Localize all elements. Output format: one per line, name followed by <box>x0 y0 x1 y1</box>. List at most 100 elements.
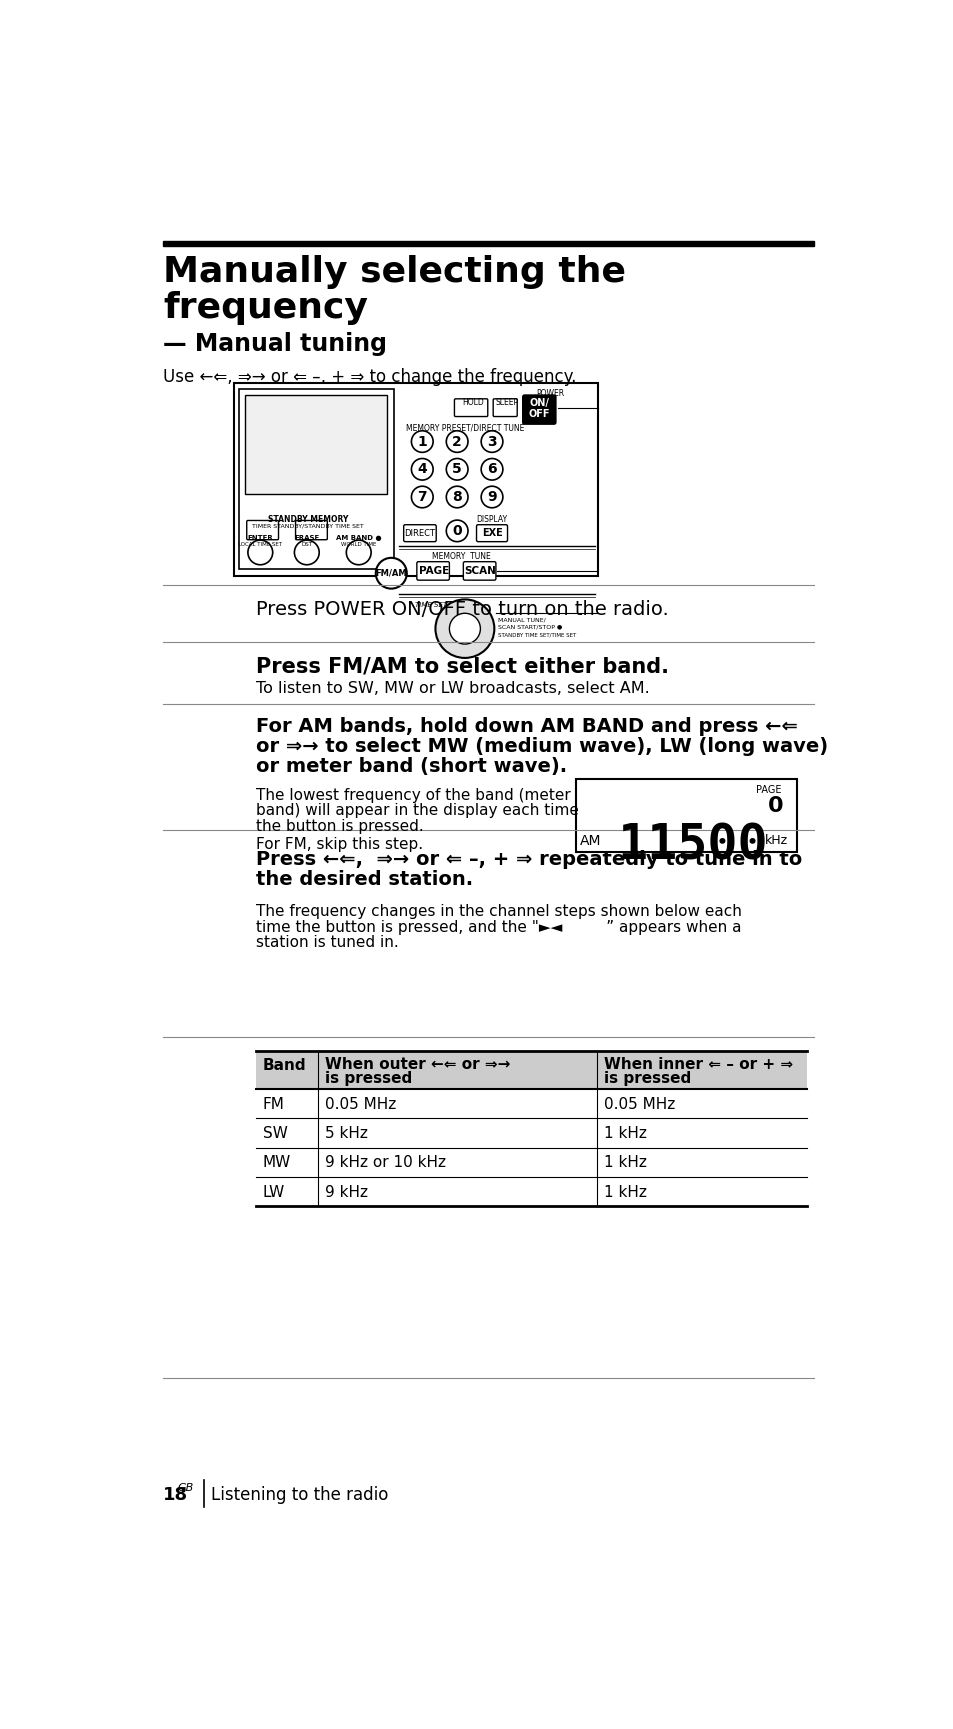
Text: 1 kHz: 1 kHz <box>603 1155 646 1171</box>
Text: 0: 0 <box>452 524 461 538</box>
Text: PAGE: PAGE <box>418 565 449 576</box>
Text: band) will appear in the display each time: band) will appear in the display each ti… <box>256 804 578 818</box>
Text: To listen to SW, MW or LW broadcasts, select AM.: To listen to SW, MW or LW broadcasts, se… <box>256 681 650 697</box>
Text: 0.05 MHz: 0.05 MHz <box>603 1096 674 1112</box>
Text: WORLD TIME: WORLD TIME <box>340 541 376 546</box>
Bar <box>233 384 598 576</box>
Text: — Manual tuning: — Manual tuning <box>163 332 387 356</box>
Text: TIMER STANDBY/STANDBY TIME SET: TIMER STANDBY/STANDBY TIME SET <box>253 524 364 529</box>
Text: 9 kHz or 10 kHz: 9 kHz or 10 kHz <box>324 1155 445 1171</box>
Text: 1: 1 <box>417 434 427 448</box>
Text: SCAN: SCAN <box>464 565 496 576</box>
Text: MEMORY PRESET/DIRECT TUNE: MEMORY PRESET/DIRECT TUNE <box>405 424 523 432</box>
Circle shape <box>411 431 433 453</box>
Circle shape <box>248 539 273 565</box>
Text: The lowest frequency of the band (meter: The lowest frequency of the band (meter <box>256 788 571 802</box>
Text: 2: 2 <box>452 434 461 448</box>
Text: 18: 18 <box>163 1485 189 1504</box>
FancyBboxPatch shape <box>522 396 555 424</box>
Text: Band: Band <box>262 1058 306 1074</box>
Text: time the button is pressed, and the "►◄         ” appears when a: time the button is pressed, and the "►◄ … <box>256 920 741 935</box>
Bar <box>238 389 394 569</box>
Text: TIME SET: TIME SET <box>415 602 446 607</box>
Text: 11500: 11500 <box>617 821 767 870</box>
FancyBboxPatch shape <box>416 562 449 581</box>
Bar <box>576 778 797 852</box>
Text: When outer ←⇐ or ⇒→: When outer ←⇐ or ⇒→ <box>324 1056 510 1072</box>
FancyBboxPatch shape <box>403 524 436 541</box>
Text: 6: 6 <box>487 462 497 475</box>
Text: SCAN START/STOP ●: SCAN START/STOP ● <box>497 624 562 629</box>
Circle shape <box>446 486 468 508</box>
Text: 7: 7 <box>417 489 427 503</box>
Circle shape <box>480 486 502 508</box>
Circle shape <box>480 431 502 453</box>
Text: DISPLAY: DISPLAY <box>476 515 507 524</box>
Text: 5 kHz: 5 kHz <box>324 1126 367 1141</box>
Circle shape <box>411 486 433 508</box>
Text: 1 kHz: 1 kHz <box>603 1184 646 1200</box>
Text: 9: 9 <box>487 489 497 503</box>
Text: station is tuned in.: station is tuned in. <box>256 935 398 951</box>
Text: Press POWER ON/OFF to turn on the radio.: Press POWER ON/OFF to turn on the radio. <box>256 600 668 619</box>
Text: Manually selecting the: Manually selecting the <box>163 256 626 289</box>
Bar <box>245 396 387 494</box>
Bar <box>163 242 814 246</box>
Text: Press FM/AM to select either band.: Press FM/AM to select either band. <box>256 657 669 676</box>
Circle shape <box>411 458 433 481</box>
Circle shape <box>446 520 468 541</box>
Text: POWER: POWER <box>536 389 563 398</box>
Text: HOLD: HOLD <box>461 398 483 408</box>
Text: frequency: frequency <box>163 290 368 325</box>
Text: MW: MW <box>262 1155 291 1171</box>
Text: Press ←⇐,  ⇒→ or ⇐ –, + ⇒ repeatedly to tune in to: Press ←⇐, ⇒→ or ⇐ –, + ⇒ repeatedly to t… <box>256 851 801 870</box>
Text: PAGE: PAGE <box>756 785 781 795</box>
FancyBboxPatch shape <box>295 520 327 539</box>
Text: the button is pressed.: the button is pressed. <box>256 820 424 833</box>
Circle shape <box>449 614 480 645</box>
Text: MEMORY  TUNE: MEMORY TUNE <box>431 553 490 562</box>
Text: For FM, skip this step.: For FM, skip this step. <box>256 837 423 852</box>
Text: DST: DST <box>301 541 312 546</box>
Text: Use ←⇐, ⇒→ or ⇐ –, + ⇒ to change the frequency.: Use ←⇐, ⇒→ or ⇐ –, + ⇒ to change the fre… <box>163 368 577 386</box>
Text: MANUAL TUNE/: MANUAL TUNE/ <box>497 617 545 622</box>
Bar <box>256 1051 806 1089</box>
Text: AM BAND ●: AM BAND ● <box>335 534 381 541</box>
FancyBboxPatch shape <box>463 562 496 581</box>
Circle shape <box>375 558 406 588</box>
Circle shape <box>435 600 494 659</box>
Text: The frequency changes in the channel steps shown below each: The frequency changes in the channel ste… <box>256 904 741 920</box>
Text: FM: FM <box>262 1096 284 1112</box>
Text: 5: 5 <box>452 462 461 475</box>
Text: FM/AM: FM/AM <box>375 569 407 577</box>
Text: EXE: EXE <box>481 527 502 538</box>
Text: 9 kHz: 9 kHz <box>324 1184 367 1200</box>
Circle shape <box>446 431 468 453</box>
Text: or meter band (short wave).: or meter band (short wave). <box>256 757 567 776</box>
Text: 3: 3 <box>487 434 497 448</box>
Text: 4: 4 <box>417 462 427 475</box>
Text: is pressed: is pressed <box>324 1070 412 1086</box>
Text: For AM bands, hold down AM BAND and press ←⇐: For AM bands, hold down AM BAND and pres… <box>256 718 798 737</box>
Circle shape <box>480 458 502 481</box>
Text: or ⇒→ to select MW (medium wave), LW (long wave): or ⇒→ to select MW (medium wave), LW (lo… <box>256 737 828 756</box>
Text: SW: SW <box>262 1126 287 1141</box>
Text: SLEEP: SLEEP <box>496 398 518 408</box>
Text: LW: LW <box>262 1184 285 1200</box>
Text: kHz: kHz <box>764 835 787 847</box>
Text: LOCAL TIME SET: LOCAL TIME SET <box>238 541 282 546</box>
Circle shape <box>346 539 371 565</box>
Text: STANDBY MEMORY: STANDBY MEMORY <box>268 515 348 524</box>
Text: 8: 8 <box>452 489 461 503</box>
Text: When inner ⇐ – or + ⇒: When inner ⇐ – or + ⇒ <box>603 1056 792 1072</box>
Text: 0: 0 <box>767 795 782 816</box>
Text: Listening to the radio: Listening to the radio <box>212 1485 389 1504</box>
Circle shape <box>446 458 468 481</box>
Text: is pressed: is pressed <box>603 1070 690 1086</box>
Text: 1 kHz: 1 kHz <box>603 1126 646 1141</box>
Text: the desired station.: the desired station. <box>256 870 473 889</box>
Text: STANDBY TIME SET/TIME SET: STANDBY TIME SET/TIME SET <box>497 633 576 638</box>
Text: AM: AM <box>579 835 600 849</box>
FancyBboxPatch shape <box>454 399 487 417</box>
FancyBboxPatch shape <box>247 520 278 539</box>
